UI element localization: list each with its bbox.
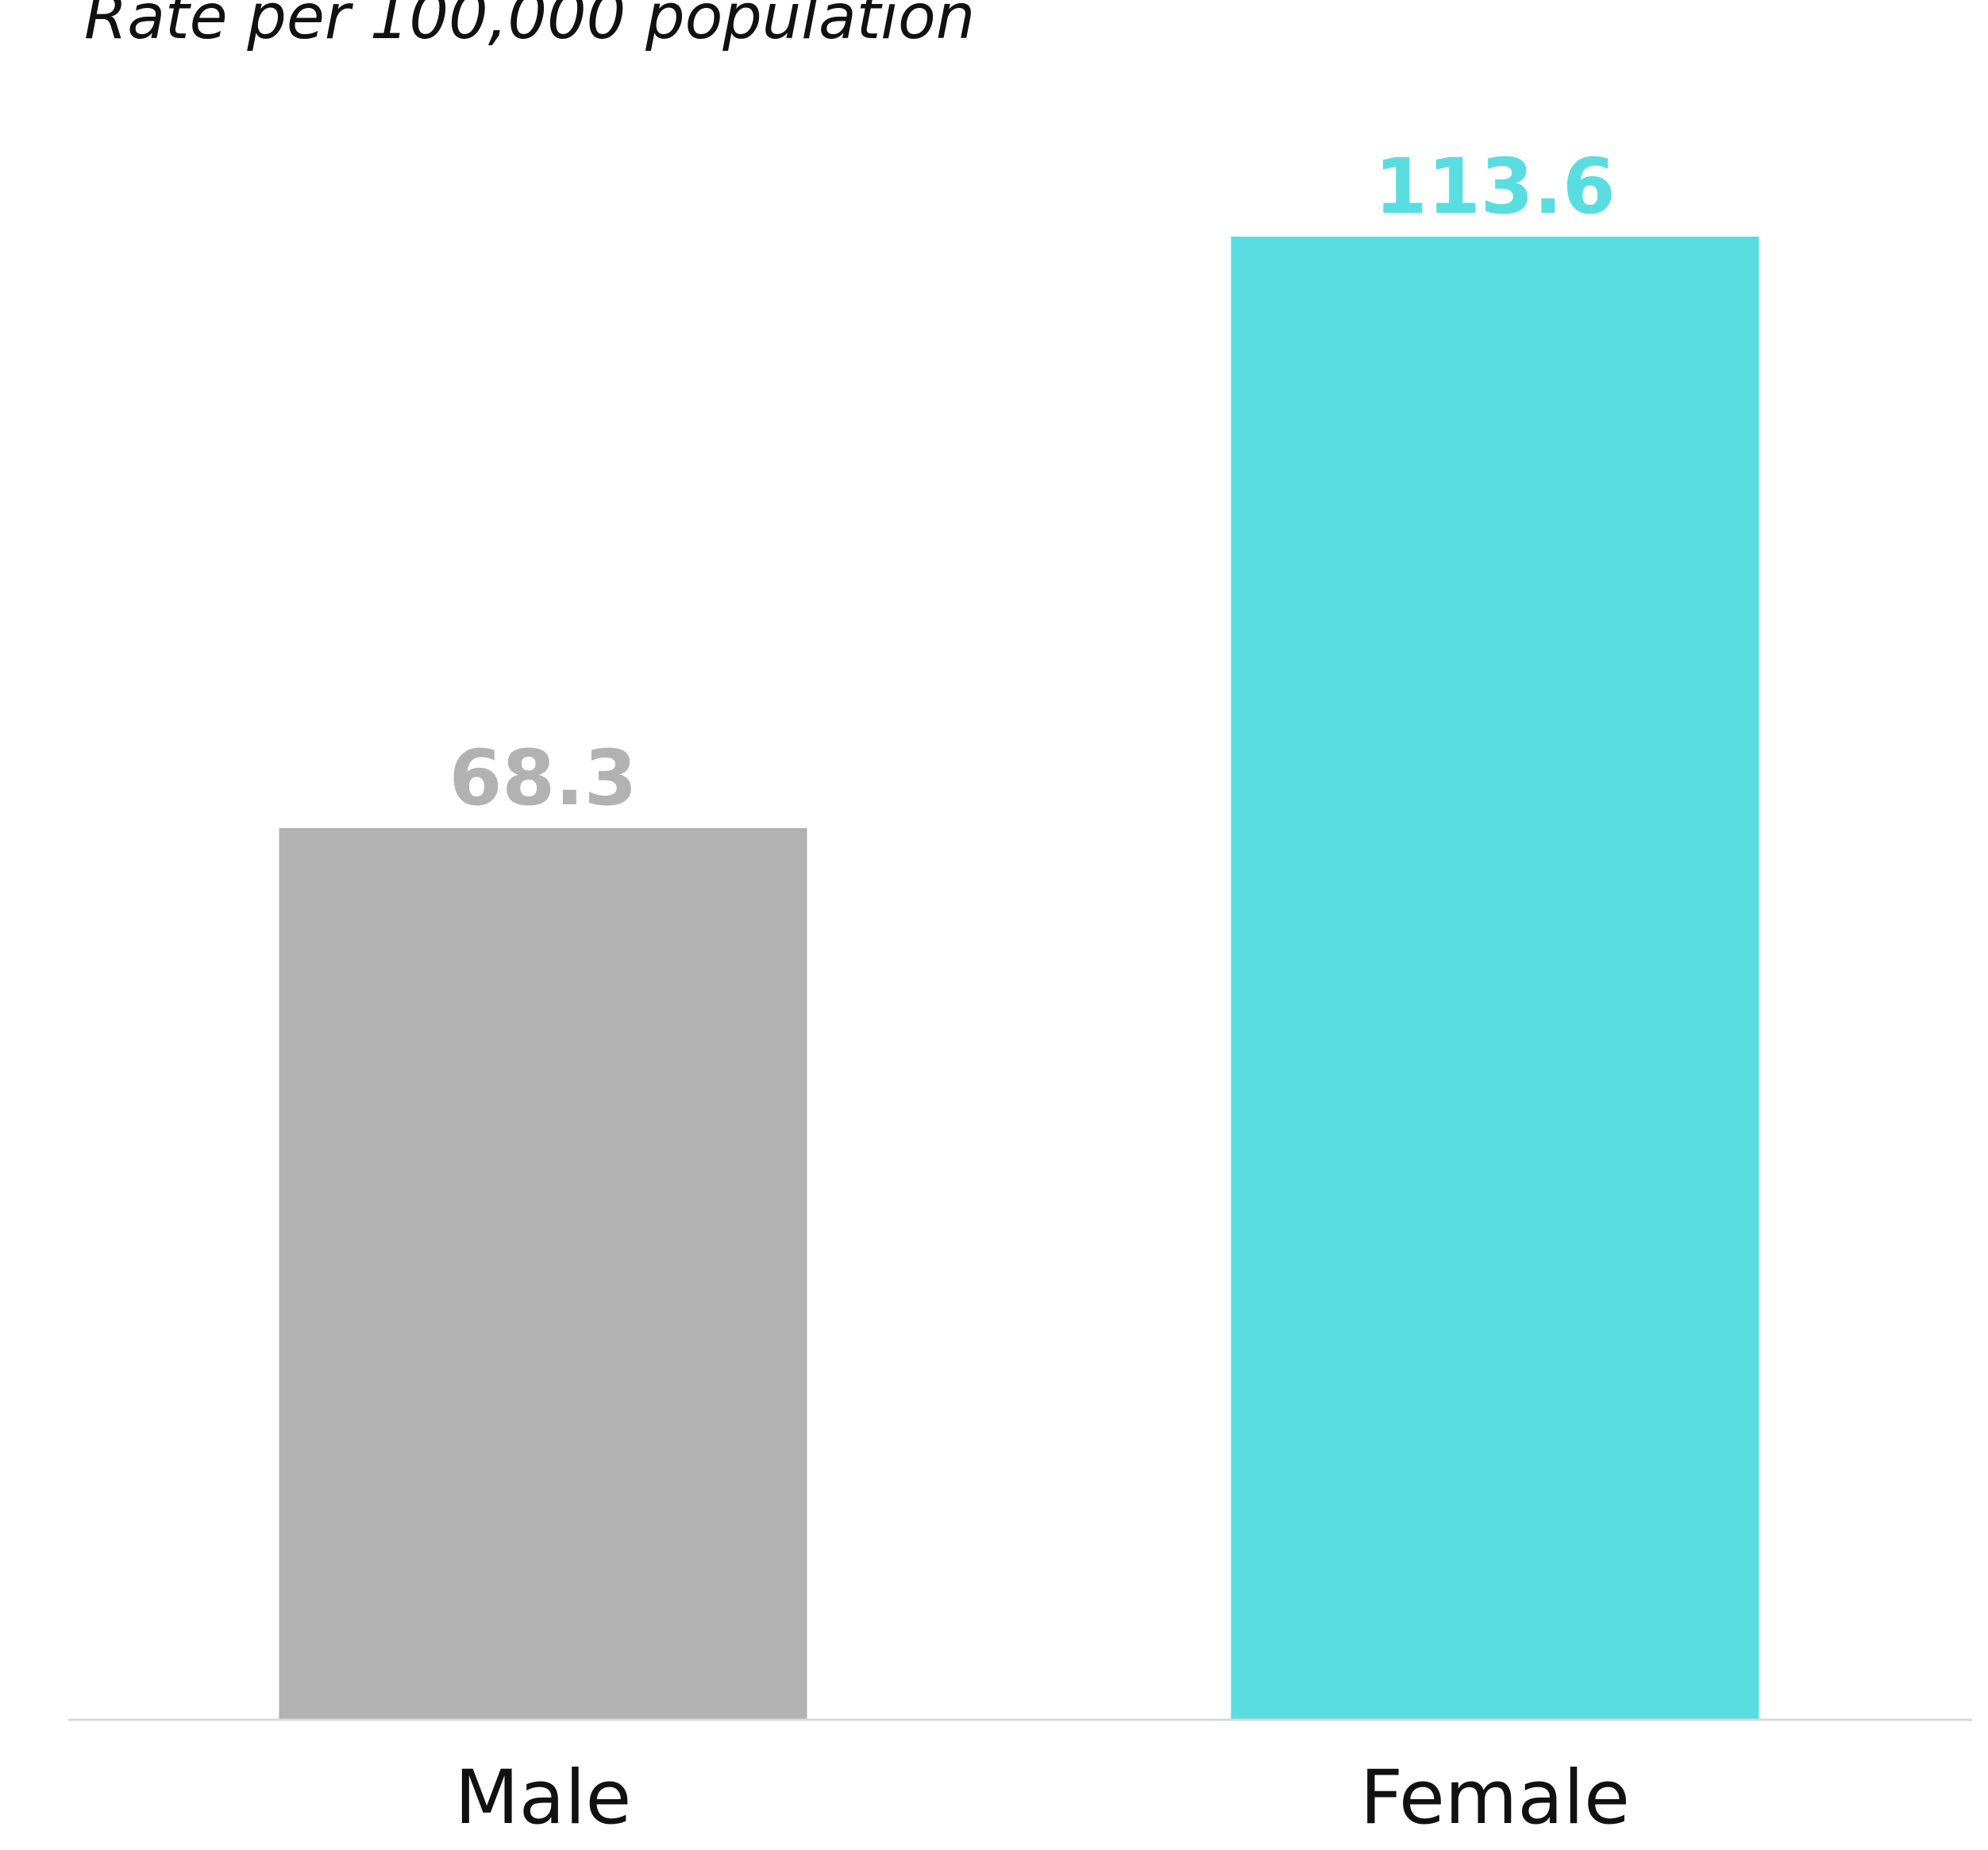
- bar-male: [279, 827, 807, 1720]
- category-label-female: Female: [1360, 1755, 1630, 1841]
- bars-group: 68.3 Male 113.6 Female: [279, 142, 1759, 1841]
- value-label-female: 113.6: [1374, 142, 1616, 231]
- y-axis-label: Rate per 100,000 population: [84, 0, 975, 53]
- category-label-male: Male: [455, 1755, 632, 1841]
- value-label-male: 68.3: [449, 734, 638, 823]
- bar-female: [1231, 237, 1759, 1720]
